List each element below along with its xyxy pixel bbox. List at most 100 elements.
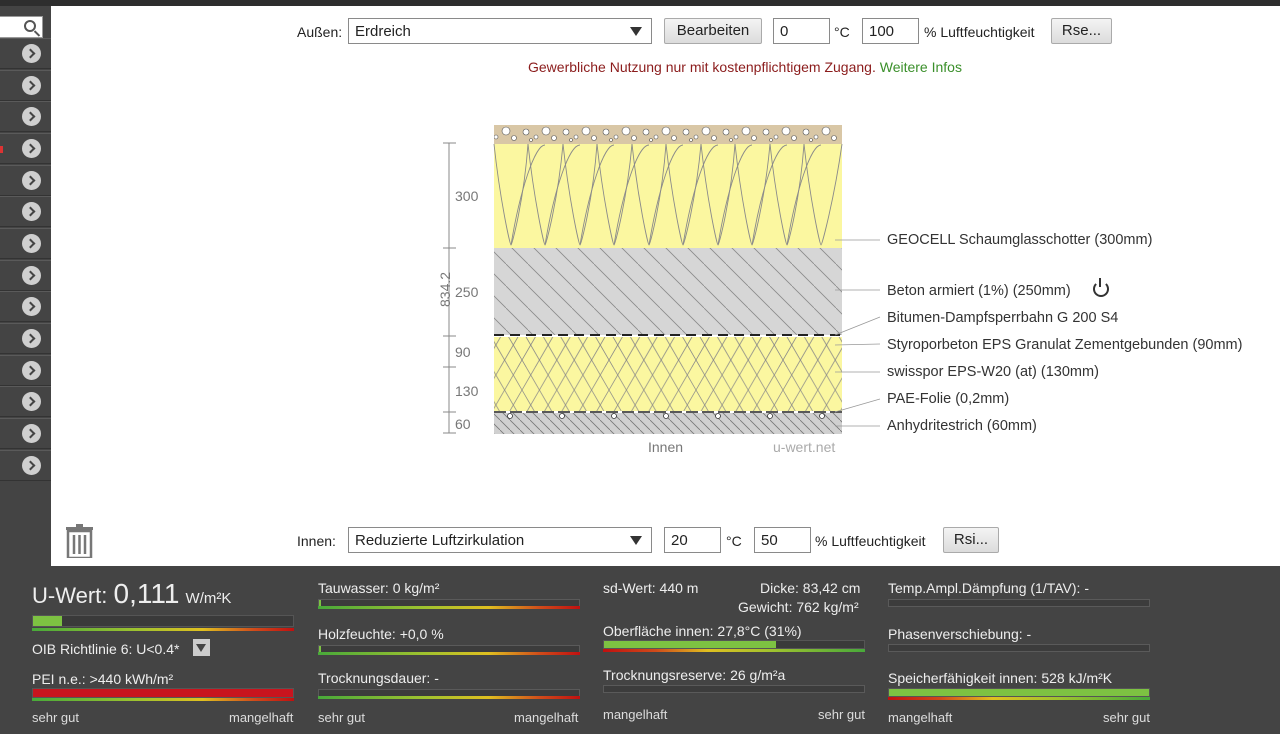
speicher-bar (888, 688, 1150, 697)
chevron-right-icon[interactable] (22, 424, 41, 443)
oib-dropdown-icon[interactable] (193, 639, 210, 656)
sidebar-item[interactable] (0, 38, 51, 69)
layer-dim: 250 (455, 284, 479, 300)
scale-bad: mangelhaft (229, 710, 294, 725)
chevron-right-icon[interactable] (22, 107, 41, 126)
search-icon[interactable] (24, 20, 36, 32)
layer-label[interactable]: GEOCELL Schaumglasschotter (300mm) (887, 232, 1153, 248)
sidebar-item[interactable] (0, 355, 51, 386)
trocknungsreserve-bar (603, 685, 865, 693)
rsi-button[interactable]: Rsi... (943, 527, 999, 553)
wall-layer-diagram (443, 125, 881, 434)
chevron-right-icon[interactable] (22, 392, 41, 411)
uwert-label: U-Wert: (32, 583, 108, 608)
dropdown-arrow-icon[interactable] (630, 27, 642, 36)
chevron-right-icon[interactable] (22, 234, 41, 253)
inside-condition-select[interactable]: Reduzierte Luftzirkulation (348, 527, 652, 553)
pei-bar (32, 688, 294, 698)
chevron-right-icon[interactable] (22, 456, 41, 475)
sidebar-item[interactable] (0, 291, 51, 322)
chevron-right-icon[interactable] (22, 171, 41, 190)
outside-humidity-input[interactable]: 100 (862, 18, 919, 44)
sidebar-item-active[interactable] (0, 133, 51, 164)
sidebar-item[interactable] (0, 70, 51, 101)
scale-good: sehr gut (318, 710, 365, 725)
outside-temperature-input[interactable]: 0 (773, 18, 830, 44)
uwert-bar (32, 615, 294, 627)
rating-scale (318, 696, 580, 699)
phasen-bar (888, 644, 1150, 652)
scale-good: sehr gut (818, 707, 865, 722)
humidity-unit-label: % Luftfeuchtigkeit (815, 533, 926, 549)
uwert-bar-fill (33, 616, 62, 626)
chevron-right-icon[interactable] (22, 76, 41, 95)
rating-scale (318, 606, 580, 609)
layer-label[interactable]: Anhydritestrich (60mm) (887, 418, 1037, 434)
uwert-unit: W/m²K (185, 590, 232, 607)
sidebar-item[interactable] (0, 196, 51, 227)
temp-ampl-label: Temp.Ampl.Dämpfung (1/TAV): - (888, 580, 1089, 596)
trash-icon[interactable] (66, 524, 93, 558)
outside-condition-select[interactable]: Erdreich (348, 18, 652, 44)
chevron-right-icon[interactable] (22, 329, 41, 348)
inside-side-label: Innen (648, 439, 684, 455)
layer-label[interactable]: PAE-Folie (0,2mm) (887, 391, 1010, 407)
trocknungsreserve-label: Trocknungsreserve: 26 g/m²a (603, 667, 786, 683)
top-border (51, 0, 1280, 6)
chevron-right-icon[interactable] (22, 297, 41, 316)
temp-unit-label: °C (726, 533, 742, 549)
scale-good: sehr gut (32, 710, 79, 725)
notice-text: Gewerbliche Nutzung nur mit kostenpflich… (528, 59, 876, 75)
sd-wert-label: sd-Wert: 440 m (603, 580, 699, 596)
sidebar-item[interactable] (0, 260, 51, 291)
scale-bad: mangelhaft (514, 710, 579, 725)
inside-condition-value: Reduzierte Luftzirkulation (355, 532, 525, 549)
sidebar (0, 0, 51, 566)
sidebar-item[interactable] (0, 418, 51, 449)
inside-temperature-input[interactable]: 20 (664, 527, 721, 553)
sidebar-item[interactable] (0, 323, 51, 354)
phasen-label: Phasenverschiebung: - (888, 626, 1032, 642)
layer-label[interactable]: Bitumen-Dampfsperrbahn G 200 S4 (887, 310, 1119, 326)
layer-label[interactable]: swisspor EPS-W20 (at) (130mm) (887, 364, 1099, 380)
sidebar-search-field[interactable] (0, 16, 43, 38)
chevron-right-icon[interactable] (22, 202, 41, 221)
sidebar-item[interactable] (0, 450, 51, 481)
layer-dim: 300 (455, 188, 479, 204)
sidebar-item[interactable] (0, 228, 51, 259)
chevron-right-icon[interactable] (22, 266, 41, 285)
tauwasser-label: Tauwasser: 0 kg/m² (318, 580, 440, 596)
edit-button[interactable]: Bearbeiten (664, 18, 762, 44)
inside-humidity-input[interactable]: 50 (754, 527, 811, 553)
outside-condition-value: Erdreich (355, 23, 411, 40)
holzfeuchte-label: Holzfeuchte: +0,0 % (318, 626, 444, 642)
speicher-bar-fill (889, 689, 1149, 696)
uwert-display: U-Wert: 0,111 W/m²K (32, 578, 231, 610)
layer-label[interactable]: Beton armiert (1%) (250mm) (887, 283, 1071, 299)
gewicht-label: Gewicht: 762 kg/m² (738, 599, 859, 615)
chevron-right-icon[interactable] (22, 44, 41, 63)
rating-scale (603, 649, 865, 652)
speicher-label: Speicherfähigkeit innen: 528 kJ/m²K (888, 670, 1113, 686)
rating-scale (318, 652, 580, 655)
outside-label: Außen: (297, 24, 343, 40)
sidebar-item[interactable] (0, 386, 51, 417)
power-icon[interactable] (1093, 278, 1109, 297)
layer-dim: 90 (455, 344, 471, 360)
oberflaeche-label: Oberfläche innen: 27,8°C (31%) (603, 623, 802, 639)
rse-button[interactable]: Rse... (1051, 18, 1112, 44)
rating-scale (32, 698, 294, 701)
more-info-link[interactable]: Weitere Infos (879, 59, 962, 75)
oberflaeche-bar-fill (604, 641, 776, 648)
layer-label[interactable]: Styroporbeton EPS Granulat Zementgebunde… (887, 337, 1243, 353)
sidebar-item[interactable] (0, 101, 51, 132)
sidebar-item[interactable] (0, 165, 51, 196)
chevron-right-icon[interactable] (22, 361, 41, 380)
results-panel: U-Wert: 0,111 W/m²K OIB Richtlinie 6: U<… (0, 566, 1280, 734)
layer-dim: 60 (455, 416, 471, 432)
trocknungsdauer-label: Trocknungsdauer: - (318, 670, 439, 686)
layer-dim: 130 (455, 383, 479, 399)
rating-scale (888, 697, 1150, 700)
dropdown-arrow-icon[interactable] (630, 536, 642, 545)
chevron-right-icon[interactable] (22, 139, 41, 158)
